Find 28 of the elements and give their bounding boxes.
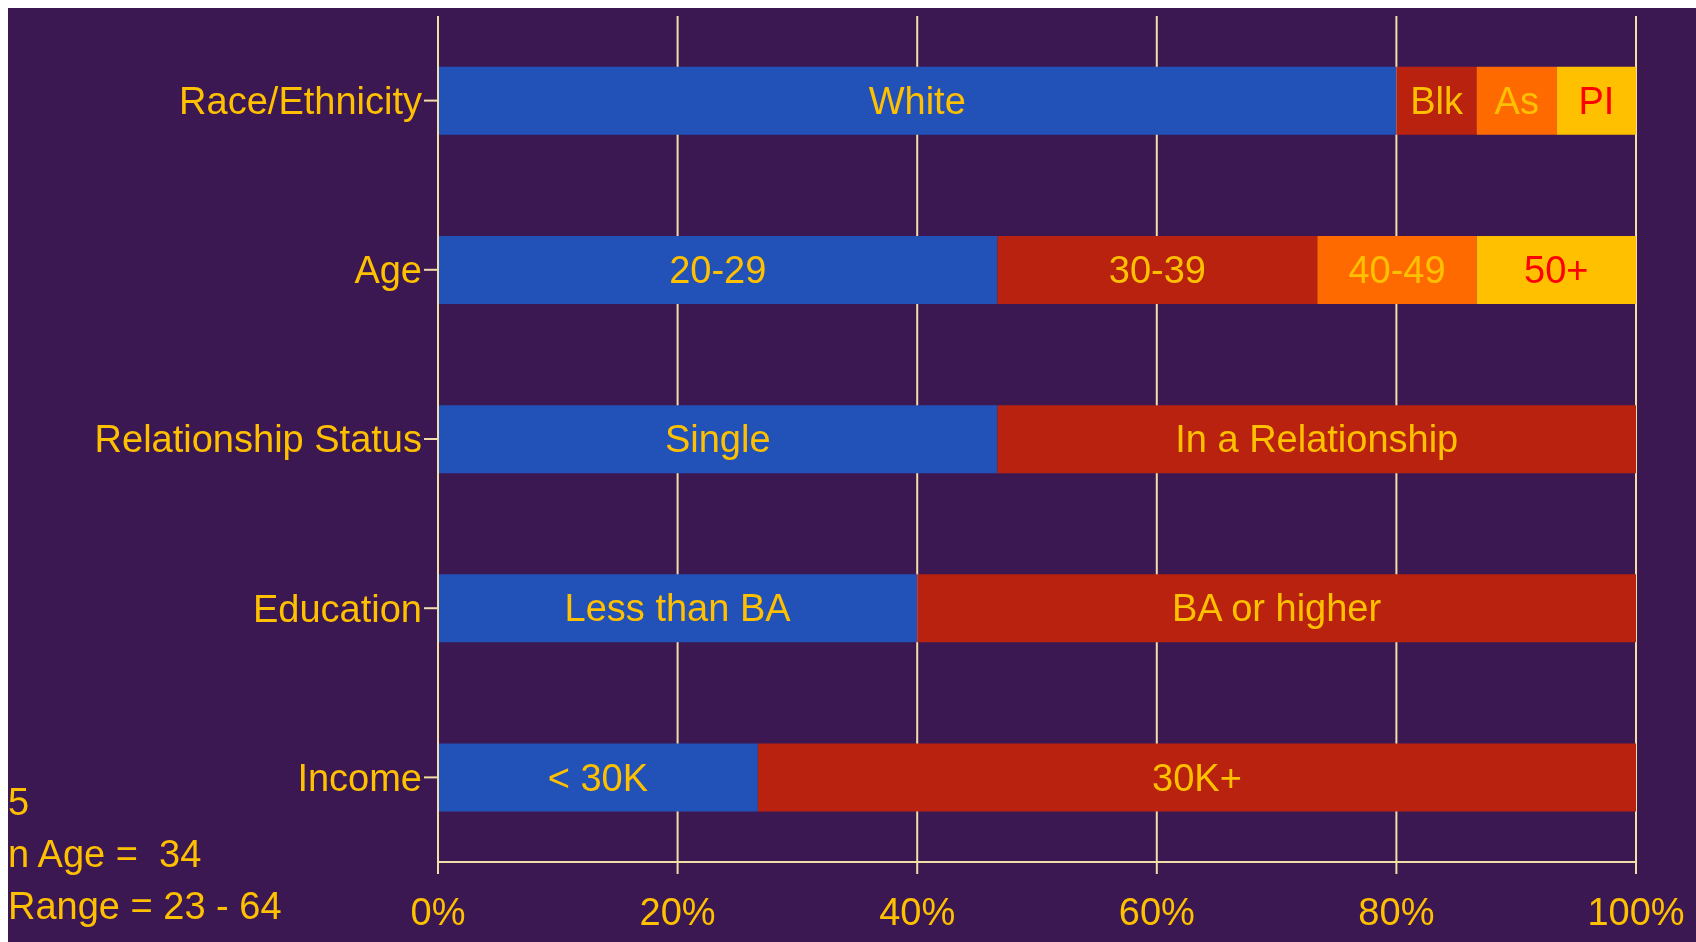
x-tick-label: 20%	[639, 890, 716, 933]
y-tick-label: Relationship Status	[94, 418, 422, 461]
x-tick-label: 100%	[1587, 890, 1685, 933]
text: 5	[8, 780, 30, 824]
series-label: Blk	[1410, 79, 1464, 122]
series-label: 20-29	[669, 248, 767, 291]
series-label: 40-49	[1348, 248, 1446, 291]
series-label: < 30K	[547, 756, 649, 799]
series-label: BA or higher	[1172, 587, 1382, 630]
text: Range = 23 - 64	[8, 884, 282, 928]
series-label: 30-39	[1108, 248, 1206, 291]
x-tick-label: 80%	[1358, 890, 1435, 933]
series-label: Less than BA	[564, 587, 792, 630]
text: n Age = 34	[8, 832, 202, 876]
series-label: In a Relationship	[1175, 418, 1459, 461]
series-label: Single	[664, 418, 771, 461]
x-tick-label: 60%	[1118, 890, 1195, 933]
y-tick-label: Education	[252, 587, 422, 630]
y-tick-label: Race/Ethnicity	[179, 80, 422, 123]
x-tick-label: 40%	[879, 890, 956, 933]
series-label: As	[1494, 79, 1539, 122]
y-tick-label: Age	[354, 249, 422, 292]
series-label: 50+	[1524, 248, 1589, 291]
y-tick-label: Income	[297, 756, 422, 799]
series-label: PI	[1578, 79, 1615, 122]
series-label: 30K+	[1152, 756, 1242, 799]
series-label: White	[868, 79, 966, 122]
x-tick-label: 0%	[410, 890, 466, 933]
